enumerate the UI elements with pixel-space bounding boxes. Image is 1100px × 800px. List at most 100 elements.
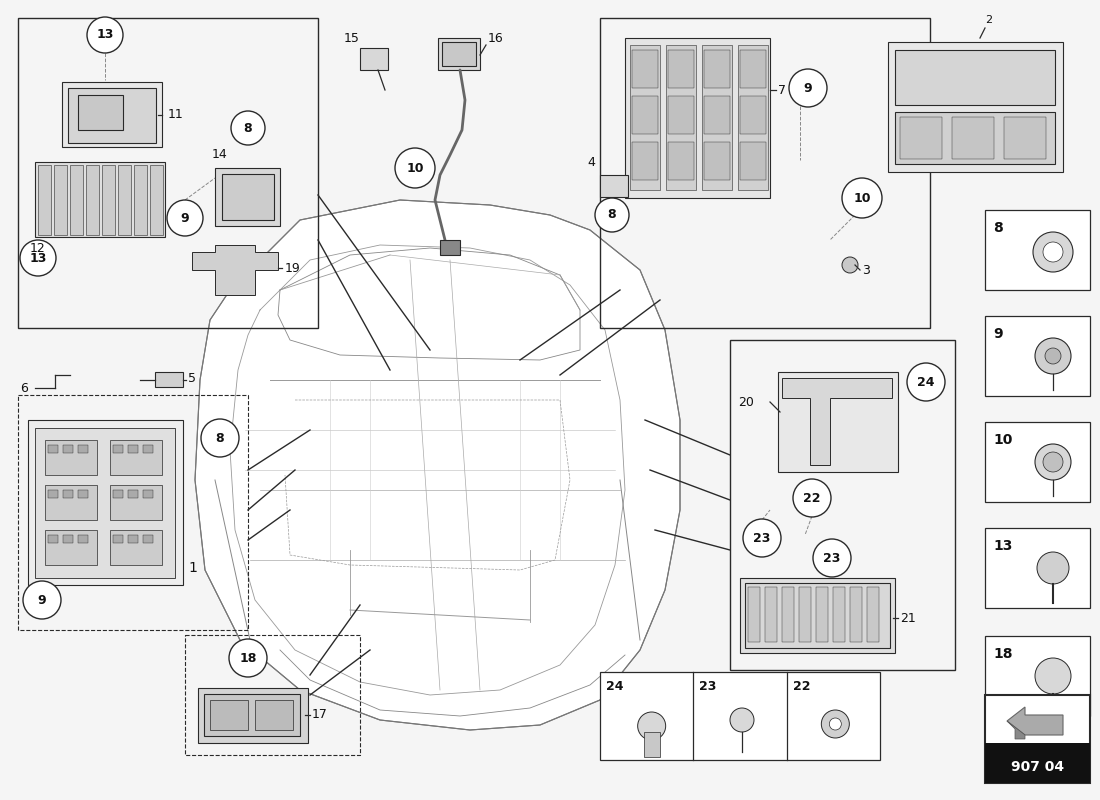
- Bar: [128, 445, 138, 453]
- Bar: [86, 165, 99, 235]
- Bar: [442, 42, 476, 66]
- Bar: [143, 445, 153, 453]
- Bar: [113, 490, 123, 498]
- Text: 8: 8: [244, 122, 252, 134]
- Bar: [438, 38, 480, 70]
- Bar: [632, 96, 658, 134]
- Bar: [702, 45, 732, 190]
- Circle shape: [638, 712, 666, 740]
- Bar: [740, 142, 766, 180]
- Bar: [35, 428, 175, 578]
- Circle shape: [1035, 444, 1071, 480]
- Circle shape: [20, 240, 56, 276]
- Bar: [1004, 117, 1046, 159]
- Circle shape: [595, 198, 629, 232]
- Circle shape: [730, 708, 754, 732]
- Bar: [68, 88, 156, 143]
- Bar: [48, 535, 58, 543]
- Text: 9: 9: [993, 327, 1002, 341]
- Text: 2: 2: [984, 15, 992, 25]
- Text: 15: 15: [344, 31, 360, 45]
- Bar: [778, 372, 898, 472]
- Bar: [28, 420, 183, 585]
- Circle shape: [167, 200, 204, 236]
- Bar: [210, 700, 248, 730]
- Text: 5: 5: [188, 371, 196, 385]
- Bar: [799, 587, 811, 642]
- Bar: [204, 694, 300, 736]
- Bar: [600, 18, 930, 328]
- Bar: [35, 162, 165, 237]
- Text: 12: 12: [30, 242, 46, 254]
- Text: 8: 8: [216, 431, 224, 445]
- Bar: [128, 535, 138, 543]
- Text: 11: 11: [168, 109, 184, 122]
- Bar: [600, 175, 628, 197]
- Circle shape: [829, 718, 842, 730]
- Bar: [952, 117, 994, 159]
- Bar: [748, 587, 760, 642]
- Bar: [630, 45, 660, 190]
- Bar: [740, 50, 766, 88]
- Text: 13: 13: [993, 539, 1012, 553]
- Bar: [984, 695, 1090, 783]
- Polygon shape: [1006, 707, 1063, 735]
- Bar: [110, 440, 162, 475]
- Bar: [730, 340, 955, 670]
- Bar: [222, 174, 274, 220]
- Bar: [984, 528, 1090, 608]
- Bar: [895, 50, 1055, 105]
- Bar: [704, 96, 730, 134]
- Circle shape: [1035, 658, 1071, 694]
- Text: 13: 13: [30, 251, 46, 265]
- Text: 4: 4: [587, 155, 595, 169]
- Bar: [155, 372, 183, 387]
- Bar: [102, 165, 116, 235]
- Bar: [214, 168, 280, 226]
- Polygon shape: [625, 38, 770, 198]
- Bar: [984, 636, 1090, 716]
- Text: 1: 1: [188, 561, 197, 575]
- Bar: [782, 587, 794, 642]
- Bar: [54, 165, 67, 235]
- Bar: [833, 587, 845, 642]
- Text: 21: 21: [900, 611, 915, 625]
- Bar: [888, 42, 1063, 172]
- Circle shape: [1043, 242, 1063, 262]
- Circle shape: [842, 178, 882, 218]
- Bar: [45, 530, 97, 565]
- Bar: [704, 50, 730, 88]
- Text: 10: 10: [854, 191, 871, 205]
- Bar: [18, 18, 318, 328]
- Text: 10: 10: [993, 433, 1012, 447]
- Polygon shape: [1006, 721, 1025, 739]
- Text: 22: 22: [803, 491, 821, 505]
- Bar: [600, 672, 880, 760]
- Bar: [895, 112, 1055, 164]
- Circle shape: [822, 710, 849, 738]
- Bar: [668, 142, 694, 180]
- Text: 17: 17: [312, 709, 328, 722]
- Bar: [143, 490, 153, 498]
- Bar: [78, 95, 123, 130]
- Bar: [850, 587, 862, 642]
- Bar: [110, 530, 162, 565]
- Bar: [18, 395, 248, 630]
- Bar: [632, 142, 658, 180]
- Circle shape: [908, 363, 945, 401]
- Bar: [143, 535, 153, 543]
- Bar: [740, 96, 766, 134]
- Bar: [70, 165, 82, 235]
- Text: 23: 23: [700, 679, 717, 693]
- Bar: [78, 535, 88, 543]
- Polygon shape: [195, 200, 680, 730]
- Text: 10: 10: [406, 162, 424, 174]
- Circle shape: [1035, 338, 1071, 374]
- Text: 18: 18: [993, 647, 1012, 661]
- Bar: [134, 165, 147, 235]
- Bar: [198, 688, 308, 743]
- Bar: [110, 485, 162, 520]
- Text: 20: 20: [738, 395, 754, 409]
- Text: 14: 14: [212, 149, 228, 162]
- Circle shape: [201, 419, 239, 457]
